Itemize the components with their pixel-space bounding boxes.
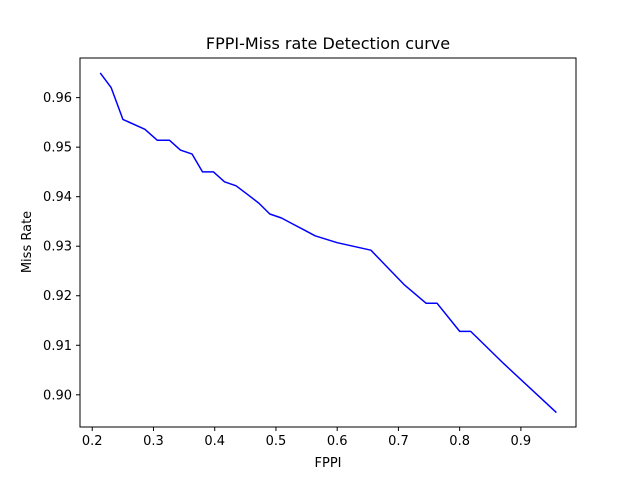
x-tick-label: 0.5 [266, 434, 287, 449]
x-tick-label: 0.7 [388, 434, 409, 449]
y-tick-label: 0.94 [43, 190, 72, 205]
x-axis-label: FPPI [315, 456, 342, 471]
x-tick-label: 0.3 [143, 434, 164, 449]
y-tick-label: 0.95 [43, 141, 72, 156]
x-tick-label: 0.9 [511, 434, 532, 449]
y-tick-label: 0.93 [43, 240, 72, 255]
y-tick-label: 0.92 [43, 289, 72, 304]
y-tick-label: 0.90 [43, 388, 72, 403]
plot-area [99, 72, 557, 414]
chart-title: FPPI-Miss rate Detection curve [206, 34, 450, 53]
y-axis: 0.90 0.91 0.92 0.93 0.94 0.95 0.96 [43, 91, 80, 403]
y-tick-label: 0.96 [43, 91, 72, 106]
y-axis-label: Miss Rate [20, 211, 35, 273]
axes-frame [79, 57, 577, 428]
x-tick-label: 0.2 [82, 434, 103, 449]
x-tick-label: 0.4 [204, 434, 225, 449]
x-axis: 0.2 0.3 0.4 0.5 0.6 0.7 0.8 0.9 [82, 427, 531, 449]
x-tick-label: 0.8 [449, 434, 470, 449]
y-tick-label: 0.91 [43, 339, 72, 354]
x-tick-label: 0.6 [327, 434, 348, 449]
series-line [99, 72, 557, 414]
